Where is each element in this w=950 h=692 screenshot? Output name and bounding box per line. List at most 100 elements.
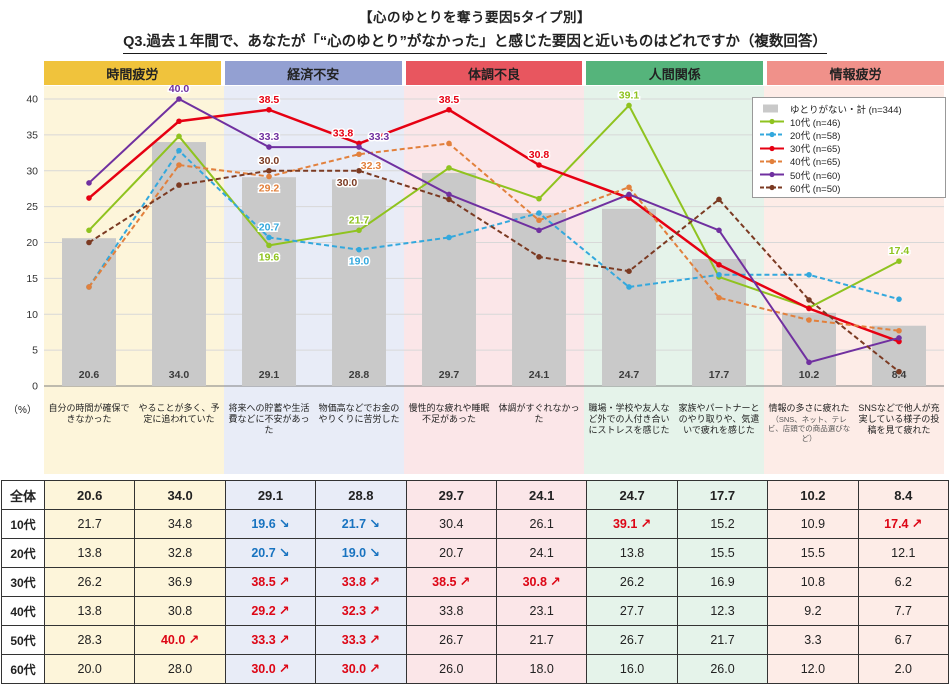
table-cell: 29.7 — [406, 481, 497, 510]
table-value: 21.7 — [529, 633, 554, 647]
table-cell: 21.7 — [677, 626, 769, 655]
table-cell: 10.2 — [768, 481, 859, 510]
table-value: 30.0 — [251, 662, 276, 676]
trend-up-icon: ↗ — [278, 661, 290, 676]
table-value: 9.2 — [804, 604, 822, 618]
axis-category-label: 職場・学校や友人など外での人付き合いにストレスを感じた — [588, 403, 670, 435]
table-cell: 15.2 — [677, 510, 769, 539]
trend-up-icon: ↗ — [369, 603, 381, 618]
svg-text:15: 15 — [26, 273, 38, 285]
table-cell: 38.5 ↗ — [225, 568, 317, 597]
y-axis-unit-label: （%） — [8, 405, 37, 416]
svg-text:40: 40 — [26, 94, 38, 106]
table-value: 26.0 — [710, 662, 735, 676]
svg-text:35: 35 — [26, 129, 38, 141]
table-cell: 39.1 ↗ — [587, 510, 678, 539]
svg-text:24.7: 24.7 — [619, 369, 640, 381]
table-value: 32.8 — [167, 546, 193, 560]
table-value: 13.8 — [619, 546, 645, 560]
svg-text:30.8: 30.8 — [529, 149, 550, 161]
table-row-header: 全体 — [2, 481, 45, 510]
legend-label: 40代 (n=65) — [790, 157, 841, 169]
svg-text:29.2: 29.2 — [259, 182, 280, 194]
table-value: 39.1 — [612, 517, 638, 531]
svg-text:10.2: 10.2 — [799, 369, 820, 381]
page-title: 【心のゆとりを奪う要因5タイプ別】 — [358, 10, 591, 25]
axis-category-label: 自分の時間が確保できなかった — [48, 403, 130, 424]
table-value: 36.9 — [167, 575, 193, 589]
axis-category-label: やることが多く、予定に追われていた — [138, 403, 220, 424]
legend-line-swatch — [760, 132, 784, 138]
table-value: 19.6 — [251, 517, 276, 531]
table-value: 26.2 — [77, 575, 102, 589]
legend-bar-swatch — [763, 104, 778, 113]
axis-category-label: 慢性的な疲れや睡眠不足があった — [408, 403, 490, 424]
table-cell: 12.3 — [677, 597, 769, 626]
axis-category-label: 情報の多さに疲れた （SNS、ネット、テレビ、店頭での商品選びなど） — [767, 403, 851, 443]
table-value: 10.2 — [800, 487, 826, 503]
svg-text:30: 30 — [26, 165, 38, 177]
table-cell: 28.0 — [135, 655, 226, 684]
table-value: 34.8 — [167, 517, 193, 531]
legend-line-swatch — [760, 185, 784, 191]
legend-label: 30代 (n=65) — [790, 144, 841, 156]
trend-up-icon: ↗ — [278, 603, 290, 618]
svg-text:38.5: 38.5 — [439, 94, 460, 106]
group-header: 情報疲労 — [767, 61, 944, 85]
trend-up-icon: ↗ — [911, 516, 923, 531]
line-series-3: 29.2 32.3 — [86, 140, 902, 334]
svg-text:29.7: 29.7 — [439, 369, 460, 381]
table-value: 28.0 — [167, 662, 193, 676]
table-cell: 24.1 — [497, 481, 588, 510]
svg-text:30.0: 30.0 — [259, 155, 280, 167]
svg-text:20.6: 20.6 — [79, 369, 100, 381]
line-series-5: 30.0 30.0 — [86, 153, 902, 375]
svg-text:33.3: 33.3 — [369, 131, 390, 143]
svg-text:17.4: 17.4 — [889, 245, 910, 257]
table-cell: 12.1 — [858, 539, 949, 568]
svg-text:33.8: 33.8 — [333, 127, 354, 139]
axis-category-note: （SNS、ネット、テレビ、店頭での商品選びなど） — [767, 414, 851, 443]
table-cell: 40.0 ↗ — [135, 626, 226, 655]
table-value: 33.8 — [341, 575, 367, 589]
x-axis-labels: 自分の時間が確保できなかった やることが多く、予定に追われていた 将来への貯蓄や生活… — [44, 401, 944, 443]
table-value: 30.0 — [341, 662, 367, 676]
table-value: 8.4 — [894, 487, 913, 503]
table-cell: 30.0 ↗ — [225, 655, 317, 684]
table-value: 33.3 — [341, 633, 367, 647]
table-cell: 19.6 ↘ — [225, 510, 317, 539]
table-cell: 6.7 — [858, 626, 949, 655]
table-value: 18.0 — [529, 662, 554, 676]
table-value: 20.7 — [439, 546, 464, 560]
legend-line-swatch — [760, 145, 784, 151]
table-cell: 16.0 — [587, 655, 678, 684]
question-text: Q3.過去１年間で、あなたが「“心のゆとり”がなかった」と感じた要因と近いものは… — [123, 30, 827, 54]
table-row-header: 50代 — [2, 626, 45, 655]
svg-text:33.3: 33.3 — [259, 131, 280, 143]
table-row-header: 10代 — [2, 510, 45, 539]
table-cell: 34.0 — [135, 481, 226, 510]
trend-down-icon: ↘ — [369, 516, 381, 531]
table-value: 40.0 — [160, 633, 186, 647]
table-cell: 26.2 — [45, 568, 136, 597]
table-value: 33.3 — [251, 633, 276, 647]
table-value: 34.0 — [167, 487, 193, 503]
table-value: 30.8 — [522, 575, 547, 589]
table-value: 24.1 — [529, 546, 554, 560]
legend-line-swatch — [760, 158, 784, 164]
table-cell: 24.7 — [587, 481, 678, 510]
chart-legend: ゆとりがない・計 (n=344) 10代 (n=46) 20代 (n=58) 30代 … — [752, 97, 946, 199]
svg-text:39.1: 39.1 — [619, 89, 640, 101]
table-cell: 26.1 — [497, 510, 588, 539]
data-table: 全体 20.6 34.0 29.1 28.8 29.7 24.1 24.7 17.7 10.2 8.… — [1, 480, 949, 684]
table-cell: 28.8 — [316, 481, 407, 510]
table-cell: 7.7 — [858, 597, 949, 626]
table-value: 23.1 — [529, 604, 554, 618]
table-value: 21.7 — [710, 633, 735, 647]
table-value: 3.3 — [804, 633, 822, 647]
table-cell: 23.1 — [497, 597, 588, 626]
table-value: 2.0 — [894, 662, 912, 676]
table-value: 32.3 — [341, 604, 367, 618]
table-cell: 30.8 ↗ — [497, 568, 588, 597]
legend-line-swatch — [760, 171, 784, 178]
